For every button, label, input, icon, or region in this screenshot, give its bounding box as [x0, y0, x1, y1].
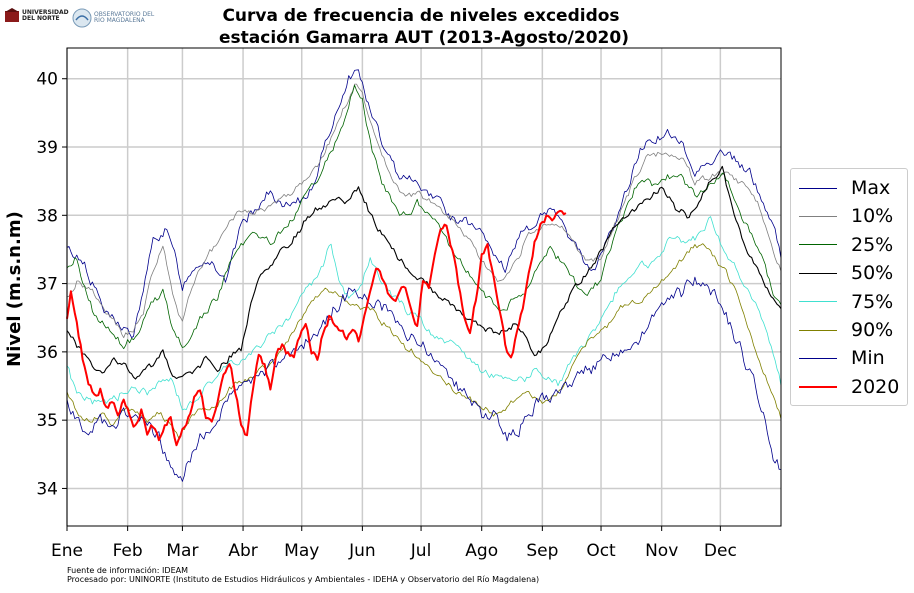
- observatory-emblem-icon: [72, 8, 92, 28]
- x-tick-label-dec: Dec: [704, 541, 737, 561]
- legend-item: 90%: [799, 319, 894, 341]
- legend-label: Max: [851, 177, 891, 199]
- legend-label: 75%: [851, 290, 894, 313]
- series-line-75pct: [66, 216, 782, 411]
- logo2-line2: RÍO MAGDALENA: [94, 17, 145, 24]
- universidad-del-norte-logo: UNIVERSIDAD DEL NORTE: [4, 8, 69, 24]
- x-tick-label-mar: Mar: [166, 541, 198, 561]
- legend-label: 25%: [851, 233, 894, 256]
- y-tick-label: 39: [36, 138, 58, 158]
- legend-swatch: [799, 329, 837, 331]
- x-tick-label-nov: Nov: [645, 541, 678, 561]
- logo2-line1: OBSERVATORIO DEL: [94, 11, 155, 18]
- x-tick-label-ago: Ago: [465, 541, 498, 561]
- legend-label: 50%: [851, 262, 894, 285]
- legend-swatch: [799, 301, 837, 303]
- legend: Max 10% 25% 50% 75% 90% Min 2020: [790, 168, 908, 406]
- university-seal-icon: [5, 8, 19, 22]
- legend-item: 75%: [799, 290, 894, 313]
- y-tick-label: 36: [36, 343, 58, 363]
- x-tick-label-abr: Abr: [228, 541, 257, 561]
- grid-lines: [66, 48, 781, 526]
- series-line-max: [66, 69, 782, 338]
- series-lines: [66, 69, 782, 482]
- series-line-2020: [66, 209, 567, 447]
- legend-swatch: [799, 187, 837, 189]
- series-line-50pct: [66, 165, 782, 380]
- legend-item: Min: [799, 347, 885, 370]
- footer-processed-by: Procesado por: UNINORTE (Instituto de Es…: [67, 575, 540, 584]
- footer-source: Fuente de información: IDEAM: [67, 566, 188, 575]
- y-tick-label: 37: [36, 275, 58, 295]
- y-tick-label: 34: [36, 479, 58, 499]
- x-tick-label-oct: Oct: [586, 541, 616, 561]
- series-line-10pct: [66, 83, 782, 339]
- legend-label: Min: [851, 347, 885, 370]
- chart-subtitle: estación Gamarra AUT (2013-Agosto/2020): [219, 28, 629, 48]
- legend-swatch: [799, 385, 837, 388]
- legend-label: 2020: [851, 375, 900, 398]
- legend-item: Max: [799, 177, 891, 199]
- x-tick-label-sep: Sep: [526, 541, 558, 561]
- y-axis-label: Nivel (m.s.n.m): [4, 211, 25, 367]
- chart-title: Curva de frecuencia de niveles excedidos: [222, 6, 619, 26]
- x-tick-label-may: May: [284, 541, 319, 561]
- observatorio-rio-magdalena-logo: OBSERVATORIO DEL RÍO MAGDALENA: [72, 8, 154, 28]
- legend-swatch: [799, 244, 837, 246]
- legend-item: 2020: [799, 375, 900, 398]
- legend-item: 25%: [799, 233, 894, 256]
- legend-swatch: [799, 272, 837, 274]
- legend-label: 10%: [851, 205, 894, 228]
- legend-label: 90%: [851, 319, 894, 341]
- legend-swatch: [799, 357, 837, 359]
- y-tick-label: 40: [36, 70, 58, 90]
- series-line-min: [66, 276, 782, 482]
- axis-ticks: 34 35 36 37 38 39 40 Ene Feb Mar Abr May Jun Jul Ago Se…: [36, 70, 736, 561]
- plot-frame: [66, 47, 782, 527]
- legend-swatch: [799, 215, 837, 217]
- logo1-line2: DEL NORTE: [22, 15, 60, 22]
- legend-item: 50%: [799, 262, 894, 285]
- y-tick-label: 35: [36, 411, 58, 431]
- x-tick-label-jul: Jul: [410, 541, 432, 561]
- legend-item: 10%: [799, 205, 894, 228]
- series-line-90pct: [66, 243, 782, 439]
- y-tick-label: 38: [36, 206, 58, 226]
- footer-notes: Fuente de información: IDEAM Procesado p…: [67, 566, 539, 584]
- logo1-line1: UNIVERSIDAD: [22, 9, 69, 16]
- x-tick-label-jun: Jun: [348, 541, 376, 561]
- series-line-25pct: [66, 84, 782, 350]
- x-tick-label-ene: Ene: [51, 541, 83, 561]
- x-tick-label-feb: Feb: [113, 541, 143, 561]
